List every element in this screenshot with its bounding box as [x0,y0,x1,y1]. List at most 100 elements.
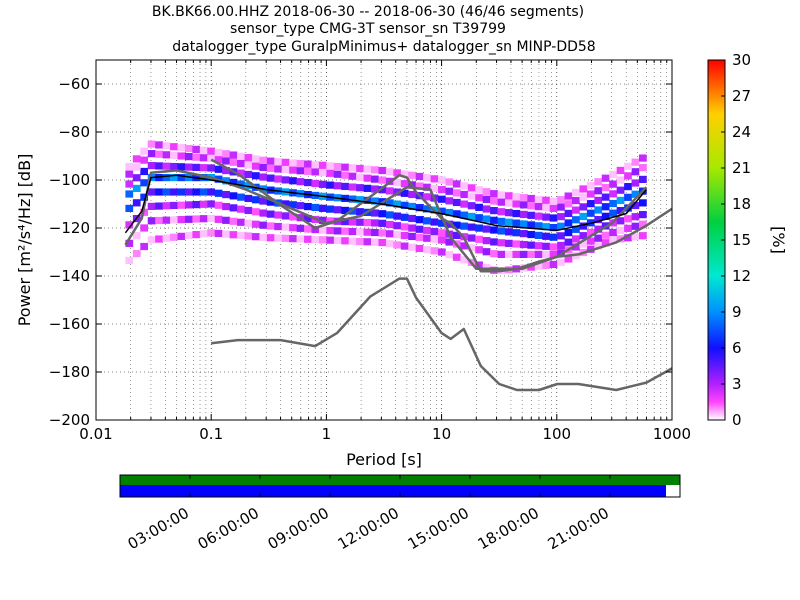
psd-cell [199,230,208,238]
psd-cell [542,232,550,240]
psd-cell [192,201,201,209]
psd-cell [638,175,647,184]
psd-cell [341,163,350,171]
psd-cell [415,233,424,241]
psd-cell [318,236,327,244]
psd-cell [244,194,253,203]
psd-cell [467,244,476,252]
psd-cell [237,180,245,188]
psd-cell [237,169,245,177]
psd-cell [155,150,163,158]
psd-cell [460,256,469,264]
psd-cell [564,192,573,200]
psd-cell [430,228,439,236]
psd-cell [505,228,513,236]
psd-cell [214,148,223,157]
psd-cell [527,250,536,258]
psd-cell [452,189,461,197]
psd-cell [229,178,238,187]
psd-cell [519,210,528,219]
psd-cell [132,174,141,182]
psd-cell [549,250,558,258]
psd-cell [266,164,275,172]
psd-cell [430,184,439,193]
colorbar-tick-label: 30 [732,51,751,69]
psd-cell [512,193,521,201]
psd-cell [207,200,216,208]
psd-cell [400,201,409,209]
psd-cell [363,165,372,173]
psd-cell [214,156,223,164]
psd-cell [482,205,491,213]
psd-cell [616,196,625,205]
psd-cell [147,202,156,210]
psd-cell [341,182,350,191]
psd-cell [244,182,253,190]
psd-cell [371,175,379,183]
psd-cell [170,162,178,171]
psd-cell [304,225,312,233]
psd-cell [534,231,543,240]
psd-cell [162,188,171,196]
psd-cell [631,158,640,166]
psd-cell [259,163,268,172]
psd-cell [162,234,171,242]
psd-cell [445,220,454,228]
psd-cell [579,232,588,240]
psd-cell [214,201,223,209]
psd-cell [371,166,379,174]
psd-cell [229,158,238,166]
psd-cell [549,233,558,241]
psd-cell [482,188,491,196]
psd-cell [601,193,610,201]
psd-cell [475,246,483,254]
psd-cell [490,250,498,258]
psd-cell [460,182,469,190]
psd-cell [199,200,208,208]
psd-cell [452,210,461,218]
psd-cell [184,231,193,240]
psd-cell [333,162,342,171]
psd-cell [371,238,379,246]
psd-cell [266,174,275,182]
colorbar-tick-label: 27 [732,87,751,105]
psd-cell [385,211,394,219]
psd-cell [371,228,379,237]
psd-cell [572,196,580,205]
psd-cell [452,253,461,261]
psd-cell [490,226,498,234]
psd-cell [348,218,357,226]
psd-cell [616,217,625,225]
psd-lines [124,158,672,392]
psd-cell [311,203,320,212]
psd-cell [408,171,416,179]
psd-cell [601,212,610,220]
psd-cell [460,242,469,250]
psd-cell [177,174,186,182]
psd-cell [296,224,305,232]
psd-cell [564,209,573,217]
psd-cell [467,184,476,192]
psd-cell [490,216,498,224]
psd-cell [132,163,141,171]
psd-cell [572,235,580,243]
psd-cell [259,221,268,229]
colorbar-tick-label: 15 [732,231,751,249]
psd-cell [244,206,253,215]
psd-cell [356,208,364,216]
psd-cell [557,213,565,221]
psd-cell [296,178,305,186]
psd-cell [624,193,632,201]
psd-cell [557,258,565,266]
colorbar-tick-label: 6 [732,339,742,357]
psd-cell [304,167,312,175]
psd-cell [467,234,476,242]
psd-cell [132,199,141,207]
psd-cell [542,261,550,269]
psd-cell [341,206,350,215]
psd-cell [430,247,439,255]
psd-cell [438,229,446,237]
psd-cell [631,190,640,198]
psd-cell [423,246,431,254]
psd-cell [184,144,193,153]
